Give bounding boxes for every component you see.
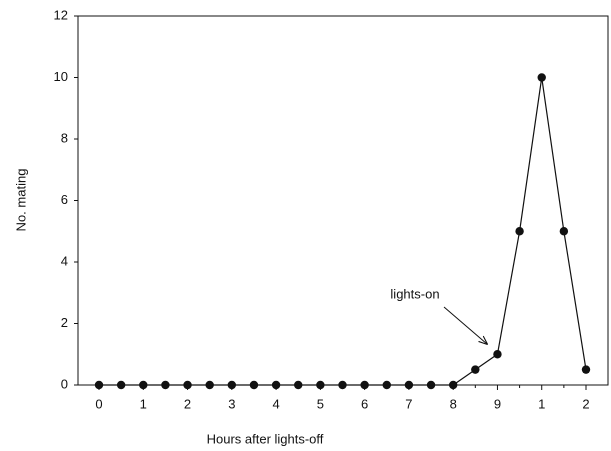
y-tick-label: 2 (61, 315, 68, 330)
data-point (404, 380, 414, 390)
data-point (515, 227, 524, 236)
data-point (94, 380, 104, 390)
y-tick-label: 4 (61, 253, 68, 268)
data-line (99, 77, 587, 386)
x-tick-label: 4 (272, 396, 279, 411)
data-point (581, 365, 591, 374)
data-point (448, 380, 458, 390)
y-tick-label: 8 (61, 130, 68, 145)
data-point (338, 380, 347, 390)
x-tick-label: 0 (95, 396, 102, 411)
x-tick-label: 2 (582, 396, 589, 411)
data-point (294, 380, 303, 390)
data-point (426, 380, 436, 390)
x-tick-label: 8 (450, 396, 457, 411)
x-tick-label: 3 (228, 396, 235, 411)
x-tick-label: 9 (494, 396, 501, 411)
data-point (227, 380, 237, 390)
x-tick-label: 1 (538, 396, 545, 411)
y-axis-label: No. mating (13, 169, 28, 232)
data-point (205, 380, 214, 390)
data-point (559, 227, 569, 236)
data-point (471, 365, 480, 374)
annotation-arrow (443, 306, 487, 344)
y-tick-label: 0 (61, 376, 68, 391)
plot-frame (77, 15, 609, 386)
x-tick-label: 7 (405, 396, 412, 411)
data-point (183, 380, 192, 390)
annotation: lights-on (390, 286, 439, 301)
x-tick-label: 2 (184, 396, 191, 411)
x-tick-label: 6 (361, 396, 368, 411)
data-point (139, 380, 148, 390)
x-axis-label: Hours after lights-off (207, 431, 324, 446)
y-tick-label: 10 (54, 69, 68, 84)
data-point (116, 380, 126, 390)
data-point (537, 73, 546, 82)
y-tick-label: 12 (54, 7, 68, 22)
data-point (249, 380, 259, 390)
data-point (271, 380, 281, 390)
data-point (382, 380, 391, 390)
data-point (493, 350, 502, 359)
y-tick-label: 6 (61, 192, 68, 207)
x-tick-label: 5 (317, 396, 324, 411)
data-point (316, 380, 325, 390)
x-tick-label: 1 (140, 396, 147, 411)
data-point (360, 380, 369, 390)
data-point (161, 380, 170, 390)
